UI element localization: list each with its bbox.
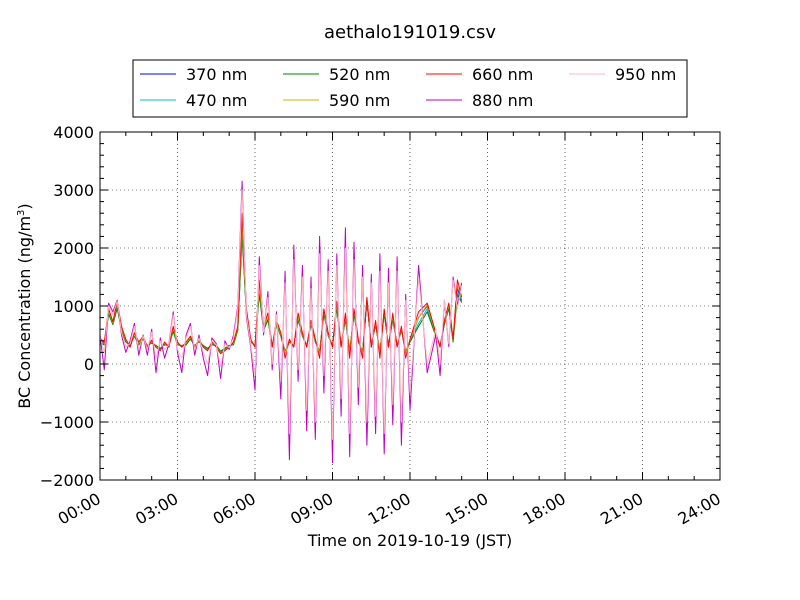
legend-label: 660 nm [472,65,533,84]
x-tick-label: 21:00 [597,489,646,529]
legend-label: 950 nm [615,65,676,84]
y-tick-label: 0 [84,355,94,374]
axis-ticks [99,131,721,481]
y-axis-label-main: BC Concentration (ng/m [15,216,34,409]
legend-label: 880 nm [472,91,533,110]
y-axis-label: BC Concentration (ng/m3) [15,203,34,408]
y-tick-label: 3000 [53,181,94,200]
x-tick-label: 12:00 [365,489,414,529]
chart-title: aethalo191019.csv [324,22,496,43]
legend-box [132,59,688,118]
x-axis-label: Time on 2019-10-19 (JST) [307,531,512,550]
legend: 370 nm 470 nm 520 nm 590 nm 660 nm 880 nm 950 … [132,59,688,118]
y-tick-label: 1000 [53,297,94,316]
grid-lines [100,132,720,480]
x-tick-label: 18:00 [520,489,569,529]
x-tick-labels: 00:00 03:00 06:00 09:00 12:00 15:00 18:00 21:00… [55,489,724,529]
legend-label: 590 nm [329,91,390,110]
plot-area [99,180,463,464]
legend-label: 370 nm [186,65,247,84]
x-tick-label: 03:00 [132,489,181,529]
x-tick-label: 06:00 [210,489,259,529]
legend-label: 520 nm [329,65,390,84]
x-tick-label: 09:00 [287,489,336,529]
legend-label: 470 nm [186,91,247,110]
series-line-7 [99,189,463,440]
y-tick-label: 2000 [53,239,94,258]
y-tick-label: −1000 [40,413,94,432]
y-axis-label-close: ) [15,203,34,209]
y-tick-labels: −2000 −1000 0 1000 2000 3000 4000 [40,123,94,490]
y-tick-label: 4000 [53,123,94,142]
series-line-6 [99,180,463,464]
y-axis-label-sup: 3 [16,210,27,216]
x-tick-label: 15:00 [442,489,491,529]
x-tick-label: 00:00 [55,489,104,529]
x-tick-label: 24:00 [675,489,724,529]
y-tick-label: −2000 [40,471,94,490]
